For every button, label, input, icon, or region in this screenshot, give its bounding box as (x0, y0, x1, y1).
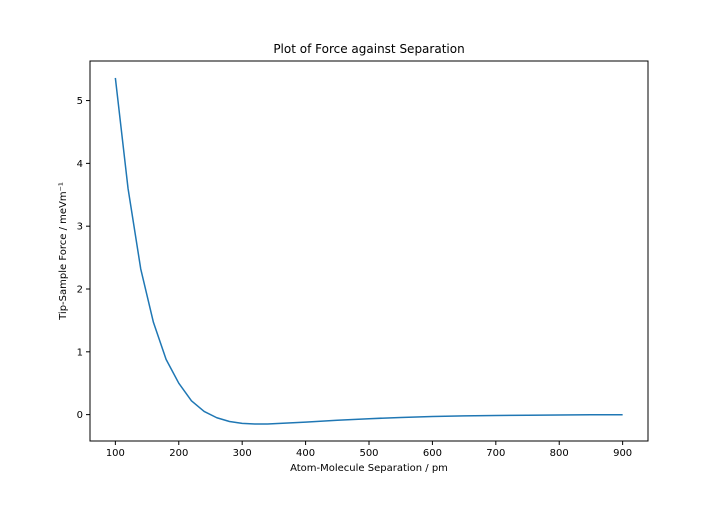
x-tick-label-700: 700 (486, 448, 505, 459)
x-tick-label-100: 100 (106, 448, 125, 459)
x-tick-label-400: 400 (296, 448, 315, 459)
y-tick-label-3: 3 (77, 222, 83, 233)
x-tick-label-300: 300 (233, 448, 252, 459)
x-tick-label-600: 600 (423, 448, 442, 459)
x-tick-label-900: 900 (613, 448, 632, 459)
y-tick-label-0: 0 (77, 410, 83, 421)
series-line-0 (114, 77, 623, 425)
x-tick-label-500: 500 (359, 448, 378, 459)
y-tick-label-2: 2 (77, 285, 83, 296)
x-tick-label-800: 800 (550, 448, 569, 459)
chart-title: Plot of Force against Separation (273, 42, 464, 56)
y-tick-label-4: 4 (77, 159, 83, 170)
x-tick-label-200: 200 (169, 448, 188, 459)
series-layer (114, 77, 623, 425)
x-axis-label: Atom-Molecule Separation / pm (290, 463, 448, 474)
y-tick-label-1: 1 (77, 347, 83, 358)
y-tick-label-5: 5 (77, 96, 83, 107)
plot-frame (89, 60, 649, 442)
x-axis-ticks: 100 200 300 400 500 600 700 800 900 (106, 441, 632, 459)
y-axis-label: Tip-Sample Force / meVm⁻¹ (58, 182, 69, 321)
y-axis-ticks: 0 1 2 3 4 5 (77, 96, 90, 421)
